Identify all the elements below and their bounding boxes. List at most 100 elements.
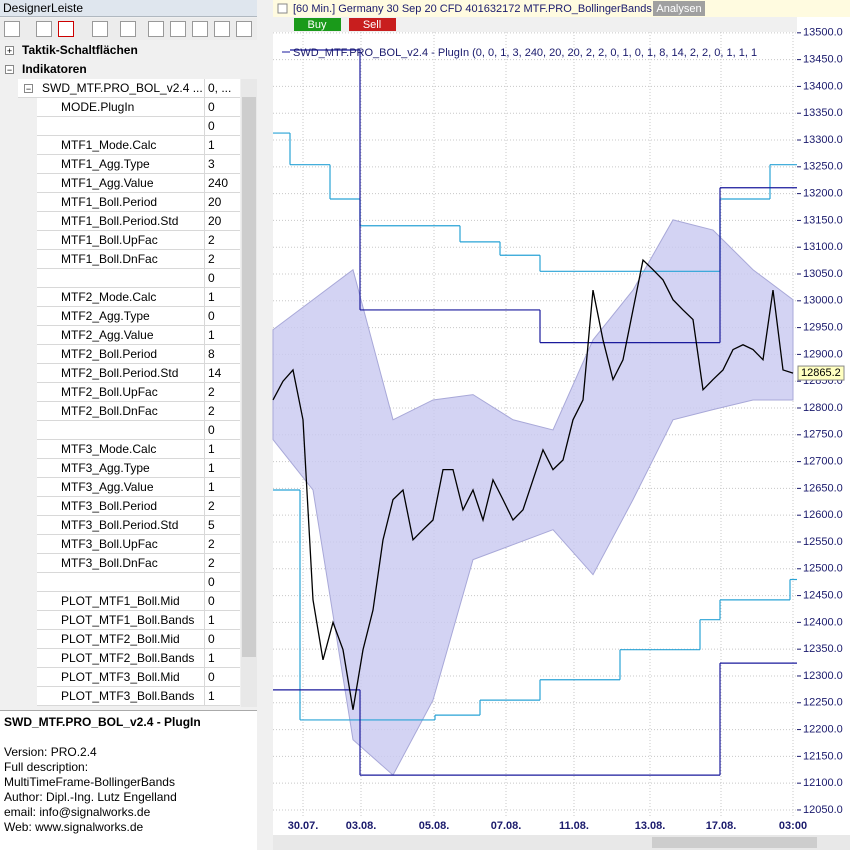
buy-button[interactable] — [294, 18, 341, 31]
y-tick-label: 13300.0 — [803, 134, 843, 146]
toolbar — [0, 18, 257, 40]
property-row[interactable]: MTF3_Boll.UpFac 2 — [37, 535, 240, 554]
property-row[interactable]: 0 — [37, 573, 240, 592]
indicator-value: 0, ... — [204, 79, 240, 98]
property-value: 0 — [204, 592, 240, 611]
property-value: 1 — [204, 611, 240, 630]
property-value: 1 — [204, 440, 240, 459]
x-axis-area — [273, 818, 797, 835]
y-axis-area — [797, 17, 850, 835]
property-row[interactable]: PLOT_MTF2_Boll.Bands 1 — [37, 649, 240, 668]
tool-button[interactable] — [92, 21, 108, 37]
property-row[interactable]: MTF2_Mode.Calc 1 — [37, 288, 240, 307]
scroll-thumb[interactable] — [652, 837, 817, 848]
property-row[interactable]: MTF2_Boll.Period.Std 14 — [37, 364, 240, 383]
property-row[interactable]: MTF1_Mode.Calc 1 — [37, 136, 240, 155]
property-name: MTF3_Boll.Period — [61, 499, 158, 513]
x-tick-label: 07.08. — [491, 820, 522, 832]
property-value: 20 — [204, 212, 240, 231]
tab-label: Analysen — [656, 3, 701, 15]
y-tick-label: 12650.0 — [803, 482, 843, 494]
property-row[interactable]: MTF3_Agg.Type 1 — [37, 459, 240, 478]
tool-button[interactable] — [214, 21, 230, 37]
collapse-box[interactable] — [277, 3, 288, 14]
scroll-thumb[interactable] — [242, 97, 256, 657]
y-tick-label: 12950.0 — [803, 322, 843, 334]
description-line: Web: www.signalworks.de — [4, 820, 144, 834]
property-name: MTF2_Mode.Calc — [61, 290, 157, 304]
property-row[interactable]: 0 — [37, 421, 240, 440]
property-row[interactable]: MTF2_Agg.Value 1 — [37, 326, 240, 345]
property-name: MTF2_Boll.UpFac — [61, 385, 158, 399]
property-row[interactable]: MTF3_Boll.Period 2 — [37, 497, 240, 516]
property-row[interactable]: PLOT_MTF1_Boll.Bands 1 — [37, 611, 240, 630]
property-row[interactable]: PLOT_MTF3_Boll.Bands 1 — [37, 687, 240, 706]
chart: [60 Min.] Germany 30 Sep 20 CFD 40163217… — [257, 0, 850, 850]
scrollbar[interactable] — [241, 79, 257, 707]
tool-button[interactable] — [120, 21, 136, 37]
indicator-row[interactable]: − SWD_MTF.PRO_BOL_v2.4 ... 0, ... — [18, 79, 240, 98]
y-tick-label: 12150.0 — [803, 750, 843, 762]
property-row[interactable]: MTF3_Boll.DnFac 2 — [37, 554, 240, 573]
description-line: Author: Dipl.-Ing. Lutz Engelland — [4, 790, 177, 804]
property-value: 2 — [204, 231, 240, 250]
property-row[interactable]: 0 — [37, 269, 240, 288]
property-row[interactable]: MTF2_Boll.Period 8 — [37, 345, 240, 364]
designer-panel: DesignerLeiste + Taktik-Schaltflächen − In… — [0, 0, 258, 850]
tree-section[interactable]: − Indikatoren — [5, 62, 87, 76]
y-tick-label: 12400.0 — [803, 616, 843, 628]
sell-button[interactable] — [349, 18, 396, 31]
tool-button[interactable] — [170, 21, 186, 37]
x-tick-label: 17.08. — [706, 820, 737, 832]
property-name: MTF3_Boll.UpFac — [61, 537, 158, 551]
y-tick-label: 12300.0 — [803, 670, 843, 682]
tab[interactable] — [653, 1, 705, 16]
property-row[interactable]: MTF3_Agg.Value 1 — [37, 478, 240, 497]
property-value: 2 — [204, 383, 240, 402]
panel-title: DesignerLeiste — [0, 0, 257, 17]
property-value: 0 — [204, 421, 240, 440]
price-line — [272, 258, 794, 710]
description-line: Version: PRO.2.4 — [4, 745, 97, 759]
property-name: MTF3_Agg.Type — [61, 461, 150, 475]
x-tick-label: 11.08. — [559, 820, 589, 832]
property-row[interactable]: MTF3_Mode.Calc 1 — [37, 440, 240, 459]
indicator-annotation: SWD_MTF.PRO_BOL_v2.4 - PlugIn (0, 0, 1, … — [293, 47, 757, 59]
property-row[interactable]: MTF1_Boll.DnFac 2 — [37, 250, 240, 269]
tool-button[interactable] — [192, 21, 208, 37]
property-row[interactable]: MTF1_Boll.UpFac 2 — [37, 231, 240, 250]
property-row[interactable]: 0 — [37, 117, 240, 136]
property-row[interactable]: MTF2_Boll.DnFac 2 — [37, 402, 240, 421]
property-value: 1 — [204, 478, 240, 497]
tool-button[interactable] — [4, 21, 20, 37]
property-name: MTF1_Boll.UpFac — [61, 233, 158, 247]
property-row[interactable]: PLOT_MTF1_Boll.Mid 0 — [37, 592, 240, 611]
property-row[interactable]: MTF3_Boll.Period.Std 5 — [37, 516, 240, 535]
property-value: 2 — [204, 497, 240, 516]
y-tick-label: 13100.0 — [803, 241, 843, 253]
tool-button[interactable] — [148, 21, 164, 37]
property-name: PLOT_MTF3_Boll.Bands — [61, 689, 195, 703]
property-name: MTF1_Agg.Type — [61, 157, 150, 171]
y-tick-label: 13500.0 — [803, 27, 843, 39]
section-label: Indikatoren — [22, 62, 87, 76]
tool-button[interactable] — [236, 21, 252, 37]
x-tick-label: 30.07. — [288, 820, 319, 832]
description-line: MultiTimeFrame-BollingerBands — [4, 775, 175, 789]
property-row[interactable]: MODE.PlugIn 0 — [37, 98, 240, 117]
property-row[interactable]: MTF1_Boll.Period 20 — [37, 193, 240, 212]
tool-button[interactable] — [36, 21, 52, 37]
property-row[interactable]: MTF2_Agg.Type 0 — [37, 307, 240, 326]
property-value: 1 — [204, 136, 240, 155]
property-row[interactable]: PLOT_MTF2_Boll.Mid 0 — [37, 630, 240, 649]
property-row[interactable]: MTF2_Boll.UpFac 2 — [37, 383, 240, 402]
tree-section[interactable]: + Taktik-Schaltflächen — [5, 43, 138, 57]
property-row[interactable]: PLOT_MTF3_Boll.Mid 0 — [37, 668, 240, 687]
y-tick-label: 13150.0 — [803, 214, 843, 226]
property-row[interactable]: MTF1_Agg.Value 240 — [37, 174, 240, 193]
property-row[interactable]: MTF1_Boll.Period.Std 20 — [37, 212, 240, 231]
tool-button[interactable] — [58, 21, 74, 37]
property-value: 1 — [204, 459, 240, 478]
property-value: 2 — [204, 402, 240, 421]
property-row[interactable]: MTF1_Agg.Type 3 — [37, 155, 240, 174]
